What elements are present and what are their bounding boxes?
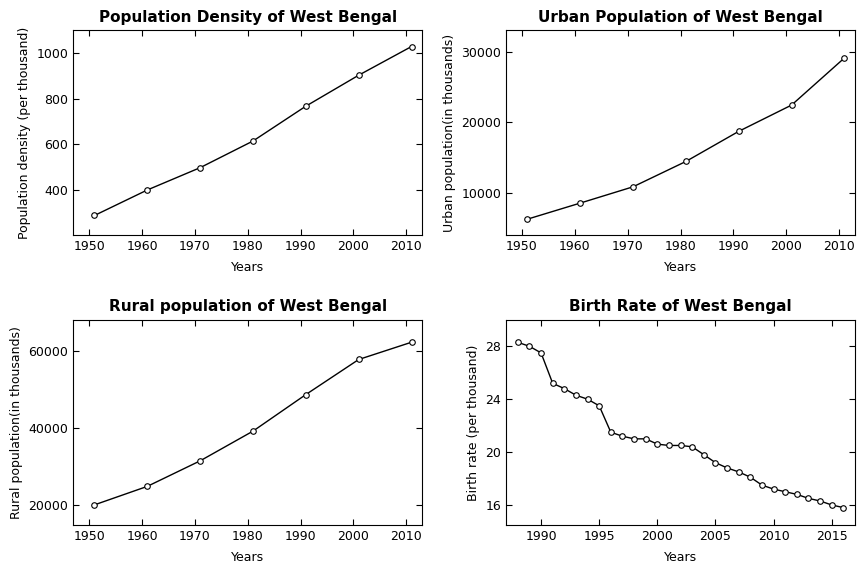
Y-axis label: Rural population(in thousands): Rural population(in thousands) [10, 326, 23, 519]
X-axis label: Years: Years [231, 551, 264, 564]
Title: Rural population of West Bengal: Rural population of West Bengal [108, 300, 387, 315]
Y-axis label: Birth rate (per thousand): Birth rate (per thousand) [466, 344, 479, 501]
Title: Urban Population of West Bengal: Urban Population of West Bengal [538, 10, 823, 25]
Title: Birth Rate of West Bengal: Birth Rate of West Bengal [570, 300, 792, 315]
Y-axis label: Population density (per thousand): Population density (per thousand) [18, 27, 31, 239]
X-axis label: Years: Years [664, 551, 697, 564]
Y-axis label: Urban population(in thousands): Urban population(in thousands) [443, 34, 456, 232]
Title: Population Density of West Bengal: Population Density of West Bengal [99, 10, 397, 25]
X-axis label: Years: Years [231, 262, 264, 274]
X-axis label: Years: Years [664, 262, 697, 274]
